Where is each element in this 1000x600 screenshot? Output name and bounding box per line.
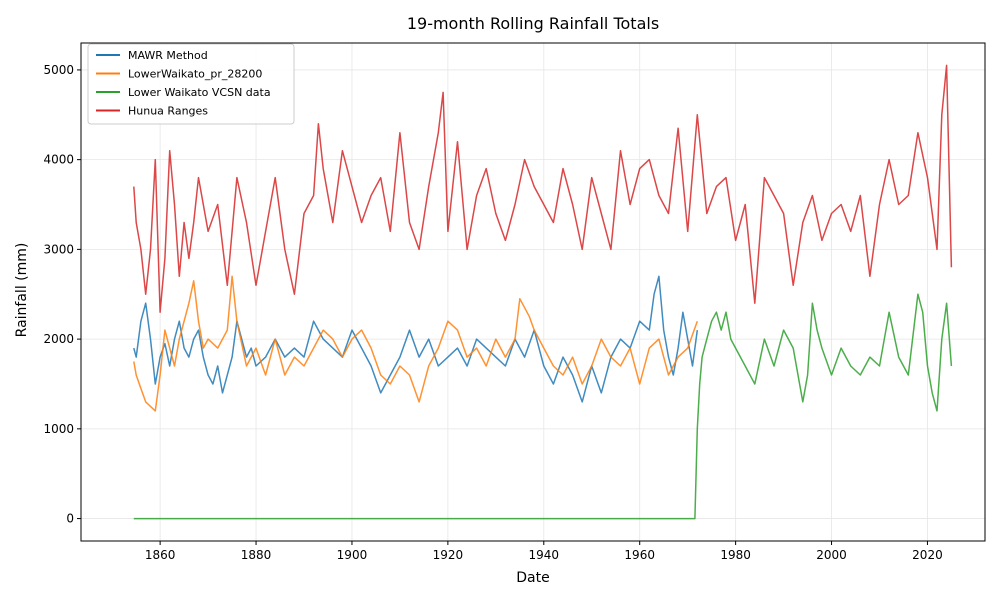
chart-title: 19-month Rolling Rainfall Totals <box>407 14 659 33</box>
axis-ticks: 1860 1880 1900 1920 1940 1960 1980 2000 2020 0 100… <box>43 63 942 562</box>
x-tick-label: 1860 <box>145 548 176 562</box>
legend: MAWR Method LowerWaikato_pr_28200 Lower Wa… <box>87 43 295 125</box>
plot-frame <box>80 42 986 542</box>
x-tick-label: 1920 <box>433 548 464 562</box>
y-tick-label: 0 <box>66 512 74 526</box>
legend-label: Hunua Ranges <box>128 105 208 118</box>
y-tick-label: 2000 <box>43 332 74 346</box>
x-tick-label: 1980 <box>720 548 751 562</box>
x-tick-label: 2020 <box>912 548 943 562</box>
y-tick-label: 1000 <box>43 422 74 436</box>
x-axis-label: Date <box>516 570 549 586</box>
y-tick-label: 4000 <box>43 153 74 167</box>
x-tick-label: 1900 <box>337 548 368 562</box>
x-tick-label: 1940 <box>529 548 560 562</box>
series-lines <box>133 64 953 520</box>
x-tick-label: 2000 <box>816 548 847 562</box>
x-tick-label: 1960 <box>624 548 655 562</box>
series-line-0 <box>133 275 699 403</box>
legend-label: MAWR Method <box>128 49 208 62</box>
x-tick-label: 1880 <box>241 548 272 562</box>
series-line-2 <box>133 293 953 520</box>
legend-label: Lower Waikato VCSN data <box>128 86 271 99</box>
series-line-3 <box>133 64 953 313</box>
y-tick-label: 3000 <box>43 242 74 256</box>
y-axis-label: Rainfall (mm) <box>14 243 30 338</box>
legend-label: LowerWaikato_pr_28200 <box>128 68 262 81</box>
legend-box <box>87 43 295 125</box>
series-line-1 <box>133 275 699 412</box>
y-tick-label: 5000 <box>43 63 74 77</box>
